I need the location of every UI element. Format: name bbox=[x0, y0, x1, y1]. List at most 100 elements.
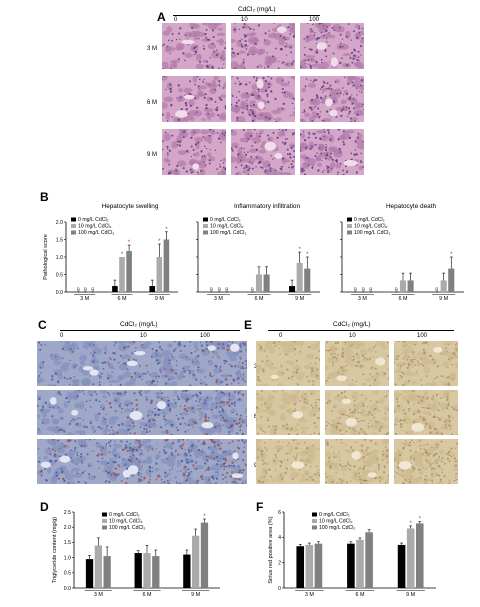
bar bbox=[112, 286, 118, 292]
legend-swatch bbox=[71, 224, 76, 228]
y-tick-label: 1.0 bbox=[56, 255, 63, 261]
x-tick-label: 6 M bbox=[118, 296, 127, 302]
panel-c-col-2: 100 bbox=[200, 333, 211, 339]
bar bbox=[126, 251, 132, 292]
panel-e-header-line bbox=[268, 330, 454, 331]
panel-c-col-1: 10 bbox=[140, 333, 147, 339]
micrograph-c-r2c1 bbox=[107, 439, 177, 484]
micrograph-e-r1c2 bbox=[394, 390, 458, 435]
legend-entry: 100 mg/L CdCl₂ bbox=[78, 230, 114, 236]
panel-c-header-line bbox=[60, 330, 240, 331]
x-tick-label: 9 M bbox=[406, 592, 415, 598]
panel-a-row-2: 9 M bbox=[147, 152, 158, 158]
chart-title: Hepatocyte death bbox=[386, 203, 437, 210]
micrograph-a-r2c2 bbox=[300, 129, 364, 175]
bar bbox=[183, 554, 191, 588]
micrograph-c-r0c2 bbox=[177, 341, 247, 386]
not-detected-label: ND bbox=[361, 287, 365, 293]
legend-entry: 100 mg/L CdCl₂ bbox=[210, 230, 246, 236]
chart-title: Inflammatory infiltration bbox=[234, 203, 301, 210]
panel-a-col-2: 100 bbox=[309, 17, 320, 23]
micrograph-e-r0c2 bbox=[394, 341, 458, 386]
bar bbox=[440, 280, 447, 292]
legend-entry: 100 mg/L CdCl₂ bbox=[319, 525, 355, 531]
bar bbox=[304, 268, 311, 292]
micrograph-c-r0c0 bbox=[37, 341, 107, 386]
legend-entry: 0 mg/L CdCl₂ bbox=[210, 217, 241, 223]
not-detected-label: ND bbox=[210, 287, 214, 293]
bar bbox=[119, 257, 125, 292]
y-tick-label: 0.5 bbox=[56, 272, 63, 278]
legend-swatch bbox=[71, 217, 76, 222]
x-tick-label: 6 M bbox=[399, 296, 408, 302]
bar bbox=[149, 286, 156, 292]
panel-label-a: A bbox=[157, 10, 166, 24]
bar bbox=[296, 262, 303, 292]
not-detected-label: ND bbox=[77, 287, 81, 293]
legend-entry: 10 mg/L CdCl₂ bbox=[109, 519, 143, 525]
legend-entry: 10 mg/L CdCl₂ bbox=[354, 224, 388, 230]
micrograph-a-r2c0 bbox=[162, 129, 226, 175]
legend-entry: 100 mg/L CdCl₂ bbox=[354, 230, 390, 236]
micrograph-c-r2c2 bbox=[177, 439, 247, 484]
bar bbox=[365, 532, 373, 588]
significance-star: * bbox=[203, 514, 206, 520]
legend-entry: 10 mg/L CdCl₂ bbox=[78, 224, 112, 230]
micrograph-a-r1c2 bbox=[300, 76, 364, 122]
y-axis-label: Triglyceride content (mg/g) bbox=[52, 517, 58, 583]
panel-label-b: B bbox=[40, 190, 49, 204]
significance-star: * bbox=[121, 252, 124, 258]
chart-inflammatory-infiltration: Inflammatory infiltration 0 mg/L CdCl₂10 … bbox=[196, 203, 320, 302]
significance-star: * bbox=[450, 252, 453, 258]
micrograph-a-r1c0 bbox=[162, 76, 226, 122]
legend-swatch bbox=[102, 512, 107, 517]
bar bbox=[305, 544, 314, 588]
y-tick-label: 2.0 bbox=[56, 220, 63, 226]
x-tick-label: 9 M bbox=[191, 592, 200, 598]
bar bbox=[143, 553, 151, 588]
legend-entry: 0 mg/L CdCl₂ bbox=[319, 512, 350, 518]
significance-star: * bbox=[306, 252, 309, 258]
y-axis-label: Sirius red positive area (%) bbox=[268, 516, 274, 583]
panel-e-col-2: 100 bbox=[417, 333, 428, 339]
x-tick-label: 9 M bbox=[295, 296, 304, 302]
micrograph-a-r0c1 bbox=[231, 23, 295, 69]
bar bbox=[134, 553, 142, 588]
significance-star: * bbox=[419, 517, 422, 523]
legend-swatch bbox=[347, 224, 352, 228]
chart-title: Hepatocyte swelling bbox=[102, 203, 159, 210]
panel-label-f: F bbox=[256, 500, 264, 514]
panel-label-e: E bbox=[244, 318, 253, 332]
panel-a-row-0: 3 M bbox=[147, 46, 158, 52]
not-detected-label: ND bbox=[250, 287, 254, 293]
bar bbox=[399, 280, 407, 292]
y-tick-label: 6 bbox=[278, 510, 281, 516]
chart-hepatocyte-swelling: 0.0 0.5 1.0 1.5 2.0 Pathological score Hepatoc… bbox=[43, 203, 178, 302]
y-tick-label: 1.0 bbox=[64, 555, 71, 561]
y-tick-label: 1.5 bbox=[56, 237, 63, 243]
bar bbox=[192, 535, 200, 588]
legend-entry: 0 mg/L CdCl₂ bbox=[354, 217, 385, 223]
micrograph-a-r0c0 bbox=[162, 23, 226, 69]
micrograph-e-r2c0 bbox=[256, 439, 320, 484]
not-detected-label: ND bbox=[369, 287, 373, 293]
micrograph-c-r2c0 bbox=[37, 439, 107, 484]
chart-triglyceride-content: 0.0 0.5 1.0 1.5 2.0 2.5 Triglyceride content (… bbox=[52, 510, 220, 598]
micrograph-e-r0c0 bbox=[256, 341, 320, 386]
panel-a-col-1: 10 bbox=[241, 17, 248, 23]
significance-star: * bbox=[298, 247, 301, 253]
x-tick-label: 6 M bbox=[356, 592, 365, 598]
micrograph-c-r1c2 bbox=[177, 390, 247, 435]
panel-a-header: CdCl₂ (mg/L) bbox=[238, 6, 276, 13]
x-tick-label: 6 M bbox=[143, 592, 152, 598]
legend-swatch bbox=[71, 230, 76, 235]
not-detected-label: ND bbox=[91, 287, 95, 293]
legend-swatch bbox=[312, 519, 317, 523]
not-detected-label: ND bbox=[225, 287, 229, 293]
bar bbox=[347, 543, 355, 588]
x-tick-label: 3 M bbox=[358, 296, 367, 302]
not-detected-label: ND bbox=[84, 287, 88, 293]
micrograph-e-r1c1 bbox=[325, 390, 389, 435]
micrograph-a-r2c1 bbox=[231, 129, 295, 175]
panel-label-d: D bbox=[40, 500, 49, 514]
